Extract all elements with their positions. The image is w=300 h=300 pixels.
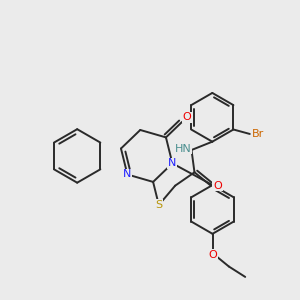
Text: Br: Br (252, 129, 264, 139)
Text: HN: HN (175, 143, 192, 154)
Text: N: N (168, 158, 177, 168)
Text: S: S (155, 200, 162, 210)
Text: O: O (182, 112, 191, 122)
Text: N: N (123, 169, 132, 179)
Text: O: O (213, 181, 222, 191)
Text: O: O (209, 250, 218, 260)
